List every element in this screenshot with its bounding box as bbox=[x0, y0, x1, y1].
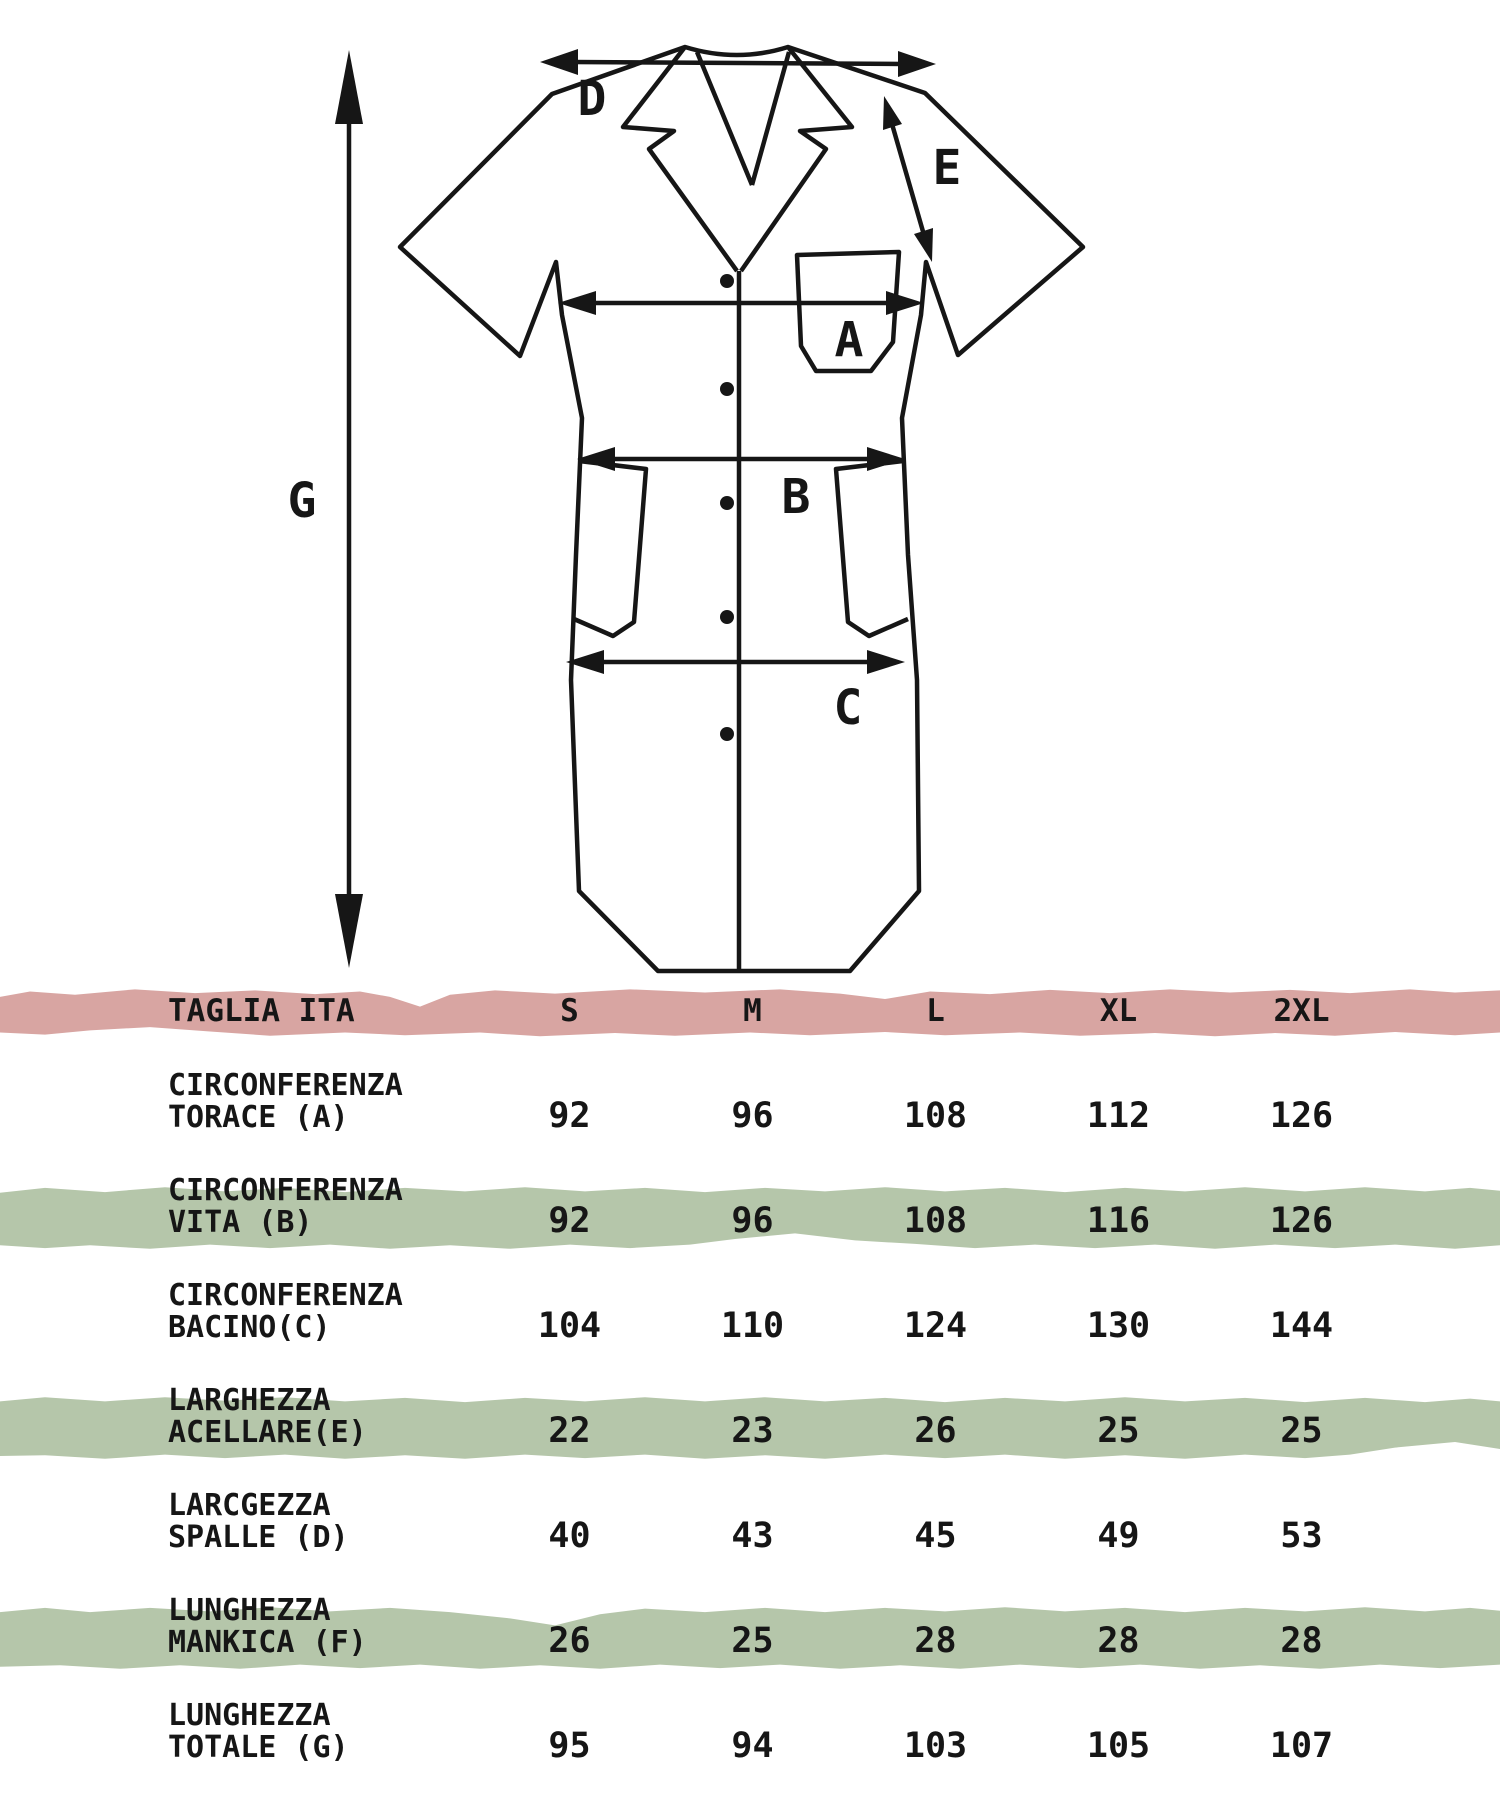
size-value-cell: 28 bbox=[914, 1620, 957, 1661]
size-value-cell: 49 bbox=[1097, 1515, 1140, 1556]
size-value-cell: 126 bbox=[1269, 1200, 1334, 1241]
size-value-cell: 53 bbox=[1280, 1515, 1323, 1556]
size-value-cell: 144 bbox=[1269, 1305, 1334, 1346]
size-value-cell: 28 bbox=[1280, 1620, 1323, 1661]
table-header-row: TAGLIA ITA S M L XL 2XL bbox=[0, 982, 1500, 1039]
size-value-cell: 112 bbox=[1086, 1095, 1151, 1136]
arrow-chest-a bbox=[558, 291, 924, 315]
size-value-cell: 43 bbox=[731, 1515, 774, 1556]
arrow-shoulder-d bbox=[540, 49, 936, 77]
size-value-cell: 28 bbox=[1097, 1620, 1140, 1661]
size-value-cell: 103 bbox=[903, 1725, 968, 1766]
size-value-cell: 105 bbox=[1086, 1725, 1151, 1766]
table-header-gap bbox=[0, 1039, 1500, 1063]
measure-label-d: D bbox=[578, 71, 607, 127]
header-size-l: L bbox=[926, 992, 945, 1029]
size-value-cell: 95 bbox=[548, 1725, 591, 1766]
table-row-manica: LUNGHEZZA MANKICA (F) 26 25 28 28 28 bbox=[0, 1588, 1500, 1693]
size-value-cell: 104 bbox=[537, 1305, 602, 1346]
left-lapel-line bbox=[620, 45, 739, 273]
size-value-cell: 92 bbox=[548, 1200, 591, 1241]
table-row-torace: CIRCONFERENZA TORACE (A) 92 96 108 112 1… bbox=[0, 1063, 1500, 1168]
inner-collar-v-line bbox=[694, 51, 792, 186]
arrow-armhole-e bbox=[883, 96, 933, 262]
row-label: CIRCONFERENZA VITA (B) bbox=[168, 1172, 403, 1240]
size-value-cell: 22 bbox=[548, 1410, 591, 1451]
size-value-cell: 96 bbox=[731, 1200, 774, 1241]
row-highlight-band bbox=[0, 1397, 1500, 1459]
chest-pocket bbox=[794, 249, 902, 374]
right-lapel-line bbox=[739, 45, 855, 273]
size-value-cell: 96 bbox=[731, 1095, 774, 1136]
header-size-2xl: 2XL bbox=[1273, 992, 1330, 1029]
right-side-pocket bbox=[833, 458, 909, 639]
measure-label-a: A bbox=[835, 312, 864, 368]
row-label: CIRCONFERENZA TORACE (A) bbox=[168, 1067, 403, 1135]
table-row-spalle: LARCGEZZA SPALLE (D) 40 43 45 49 53 bbox=[0, 1483, 1500, 1588]
row-label: CIRCONFERENZA BACINO(C) bbox=[168, 1277, 403, 1345]
garment-outline bbox=[397, 44, 1086, 974]
measure-label-e: E bbox=[933, 140, 962, 196]
size-value-cell: 110 bbox=[720, 1305, 785, 1346]
left-side-pocket bbox=[573, 458, 649, 639]
table-row-acellare: LARGHEZZA ACELLARE(E) 22 23 26 25 25 bbox=[0, 1378, 1500, 1483]
header-size-xl: XL bbox=[1099, 992, 1138, 1029]
header-size-m: M bbox=[743, 992, 762, 1029]
front-buttons bbox=[720, 274, 734, 741]
table-row-totale: LUNGHEZZA TOTALE (G) 95 94 103 105 107 bbox=[0, 1693, 1500, 1798]
size-value-cell: 116 bbox=[1086, 1200, 1151, 1241]
size-value-cell: 25 bbox=[1280, 1410, 1323, 1451]
size-value-cell: 124 bbox=[903, 1305, 968, 1346]
table-row-vita: CIRCONFERENZA VITA (B) 92 96 108 116 126 bbox=[0, 1168, 1500, 1273]
row-highlight-band bbox=[0, 1607, 1500, 1669]
arrow-total-length-g bbox=[335, 50, 363, 968]
row-label: LUNGHEZZA TOTALE (G) bbox=[168, 1697, 349, 1765]
size-value-cell: 94 bbox=[731, 1725, 774, 1766]
header-size-s: S bbox=[560, 992, 579, 1029]
measure-label-c: C bbox=[834, 680, 863, 736]
size-value-cell: 26 bbox=[914, 1410, 957, 1451]
measure-label-g: G bbox=[288, 473, 317, 529]
header-highlight-band bbox=[0, 989, 1500, 1037]
arrow-waist-b bbox=[577, 447, 905, 471]
header-size-column-label: TAGLIA ITA bbox=[168, 992, 355, 1029]
row-label: LARGHEZZA ACELLARE(E) bbox=[168, 1382, 367, 1450]
row-label: LARCGEZZA SPALLE (D) bbox=[168, 1487, 349, 1555]
size-value-cell: 25 bbox=[1097, 1410, 1140, 1451]
size-value-cell: 126 bbox=[1269, 1095, 1334, 1136]
size-table: TAGLIA ITA S M L XL 2XL CIRCONFERENZA TO… bbox=[0, 982, 1500, 1798]
size-value-cell: 108 bbox=[903, 1095, 968, 1136]
size-value-cell: 23 bbox=[731, 1410, 774, 1451]
row-label: LUNGHEZZA MANKICA (F) bbox=[168, 1592, 367, 1660]
arrow-hip-c bbox=[566, 650, 905, 674]
size-value-cell: 40 bbox=[548, 1515, 591, 1556]
size-value-cell: 108 bbox=[903, 1200, 968, 1241]
size-value-cell: 92 bbox=[548, 1095, 591, 1136]
garment-diagram-svg: D E A B C G bbox=[288, 44, 1086, 974]
size-value-cell: 25 bbox=[731, 1620, 774, 1661]
table-row-bacino: CIRCONFERENZA BACINO(C) 104 110 124 130 … bbox=[0, 1273, 1500, 1378]
size-value-cell: 45 bbox=[914, 1515, 957, 1556]
size-value-cell: 130 bbox=[1086, 1305, 1151, 1346]
measure-label-b: B bbox=[782, 469, 811, 525]
garment-measurement-diagram: D E A B C G bbox=[288, 44, 1086, 974]
size-value-cell: 107 bbox=[1269, 1725, 1334, 1766]
size-value-cell: 26 bbox=[548, 1620, 591, 1661]
